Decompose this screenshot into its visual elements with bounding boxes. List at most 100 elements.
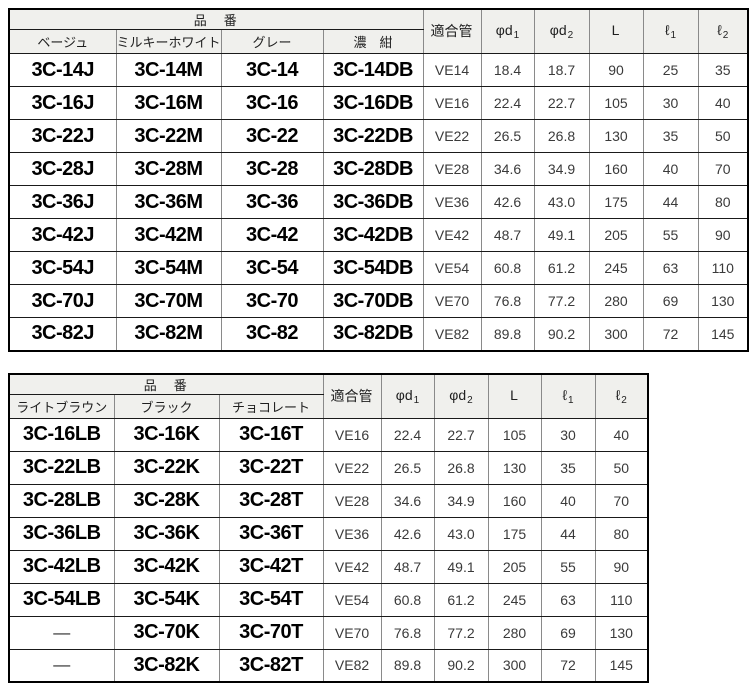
spec-value-cell: 22.7 [533, 86, 590, 120]
spec-value-cell: 175 [588, 185, 644, 219]
product-code-cell: 3C-36DB [322, 185, 424, 219]
spec-value-cell: 40 [697, 86, 749, 120]
col-header-phi-d2-label: φd [449, 386, 467, 403]
upper-table-header: 品 番 適合管 φd1 φd2 L ℓ1 ℓ2 ベージュ ミルキーホワイト グレ… [8, 8, 749, 54]
product-code-cell: 3C-36M [115, 185, 222, 219]
spec-value-cell: 130 [588, 119, 644, 153]
col-header-l1-sub: 1 [670, 30, 677, 41]
compatible-pipe-cell: VE22 [422, 119, 482, 153]
spec-value-cell: 145 [697, 317, 749, 351]
compatible-pipe-cell: VE82 [322, 648, 382, 683]
spec-value-cell: 175 [487, 516, 542, 551]
product-code-cell: 3C-28 [220, 152, 324, 186]
col-header-phi-d1-label: φd [495, 22, 513, 38]
compatible-pipe-cell: VE70 [322, 615, 382, 650]
table-row: 3C-22LB 3C-22K 3C-22T VE22 26.5 26.8 130 35 50 [8, 450, 649, 485]
product-code-cell: 3C-22 [220, 119, 324, 153]
product-code-cell: 3C-22M [115, 119, 222, 153]
spec-value-cell: 110 [697, 251, 749, 285]
product-code-cell: 3C-82K [113, 648, 220, 683]
table-row: 3C-28LB 3C-28K 3C-28T VE28 34.6 34.9 160 40 70 [8, 483, 649, 518]
spec-value-cell: 77.2 [533, 284, 590, 318]
product-code-cell: 3C-22T [218, 450, 324, 485]
compatible-pipe-cell: VE82 [422, 317, 482, 351]
spec-value-cell: 145 [594, 648, 649, 683]
col-header-l2: ℓ2 [594, 373, 649, 419]
spec-value-cell: 35 [642, 119, 699, 153]
spec-value-cell: 77.2 [433, 615, 489, 650]
spec-value-cell: 26.5 [380, 450, 435, 485]
compatible-pipe-cell: VE22 [322, 450, 382, 485]
compatible-pipe-cell: VE14 [422, 53, 482, 87]
product-code-cell: 3C-42T [218, 549, 324, 584]
spec-value-cell: 22.4 [480, 86, 535, 120]
spec-value-cell: 110 [594, 582, 649, 617]
spec-value-cell: 25 [642, 53, 699, 87]
product-code-cell: 3C-42DB [322, 218, 424, 252]
table-row: 3C-22J 3C-22M 3C-22 3C-22DB VE22 26.5 26.8 130 3… [8, 119, 749, 153]
product-code-cell: 3C-28LB [8, 483, 115, 518]
spec-value-cell: 300 [588, 317, 644, 351]
spec-value-cell: 90.2 [533, 317, 590, 351]
col-header-l2-sub: 2 [621, 394, 627, 406]
product-code-cell: 3C-16M [115, 86, 222, 120]
product-code-cell: 3C-36K [113, 516, 220, 551]
compatible-pipe-cell: VE42 [422, 218, 482, 252]
spec-value-cell: 48.7 [480, 218, 535, 252]
col-header-pipe-label: 適合管 [330, 387, 373, 404]
spec-value-cell: 34.6 [380, 483, 435, 518]
compatible-pipe-cell: VE42 [322, 549, 382, 584]
spec-value-cell: 22.4 [380, 417, 435, 452]
product-code-cell: 3C-16 [220, 86, 324, 120]
spec-value-cell: 89.8 [380, 648, 435, 683]
spec-value-cell: 63 [540, 582, 596, 617]
spec-value-cell: 160 [588, 152, 644, 186]
spec-value-cell: 90 [594, 549, 649, 584]
product-code-cell: 3C-16K [113, 417, 220, 452]
spec-value-cell: 48.7 [380, 549, 435, 584]
product-code-cell: 3C-70T [218, 615, 324, 650]
spec-value-cell: 280 [588, 284, 644, 318]
product-code-cell: 3C-28T [218, 483, 324, 518]
spec-value-cell: 18.4 [480, 53, 535, 87]
col-header-phi-d1-sub: 1 [513, 30, 520, 41]
table-row: 3C-14J 3C-14M 3C-14 3C-14DB VE14 18.4 18.7 90 25… [8, 53, 749, 87]
spec-value-cell: 90.2 [433, 648, 489, 683]
lower-table-header: 品 番 適合管 φd1 φd2 L ℓ1 ℓ2 ライトブラウン ブラック チョコ… [8, 373, 649, 419]
col-header-phi-d2-sub: 2 [567, 30, 574, 41]
product-code-cell: 3C-36 [220, 185, 324, 219]
compatible-pipe-cell: VE36 [322, 516, 382, 551]
spec-value-cell: 34.9 [533, 152, 590, 186]
product-code-cell: 3C-14J [8, 53, 117, 87]
lower-product-table: 品 番 適合管 φd1 φd2 L ℓ1 ℓ2 ライトブラウン ブラック チョコ… [8, 372, 650, 683]
col-header-color-gray: グレー [220, 29, 324, 54]
part-number-group-header: 品 番 [8, 8, 424, 30]
col-header-length-label: L [611, 22, 620, 38]
spec-value-cell: 69 [642, 284, 699, 318]
spec-value-cell: 22.7 [433, 417, 489, 452]
compatible-pipe-cell: VE54 [422, 251, 482, 285]
spec-value-cell: 205 [588, 218, 644, 252]
compatible-pipe-cell: VE70 [422, 284, 482, 318]
table-row: 3C-82J 3C-82M 3C-82 3C-82DB VE82 89.8 90.2 300 7… [8, 317, 749, 351]
col-header-length: L [487, 373, 542, 419]
spec-value-cell: 300 [487, 648, 542, 683]
spec-value-cell: 130 [487, 450, 542, 485]
compatible-pipe-cell: VE54 [322, 582, 382, 617]
col-header-l2-sub: 2 [722, 30, 729, 41]
col-header-l2-label: ℓ [615, 386, 621, 403]
compatible-pipe-cell: VE28 [422, 152, 482, 186]
product-code-cell: 3C-14DB [322, 53, 424, 87]
spec-value-cell: 40 [594, 417, 649, 452]
lower-table-body: 3C-16LB 3C-16K 3C-16T VE16 22.4 22.7 105 30 40 3C… [8, 417, 649, 683]
part-number-group-header: 品 番 [8, 373, 324, 395]
spec-value-cell: 26.8 [533, 119, 590, 153]
spec-value-cell: 160 [487, 483, 542, 518]
spec-value-cell: 49.1 [433, 549, 489, 584]
compatible-pipe-cell: VE16 [422, 86, 482, 120]
col-header-phi-d2-label: φd [549, 22, 567, 38]
spec-value-cell: 18.7 [533, 53, 590, 87]
table-row: —3C-82K 3C-82T VE82 89.8 90.2 300 72 145 [8, 648, 649, 683]
col-header-color-beige: ベージュ [8, 29, 117, 54]
